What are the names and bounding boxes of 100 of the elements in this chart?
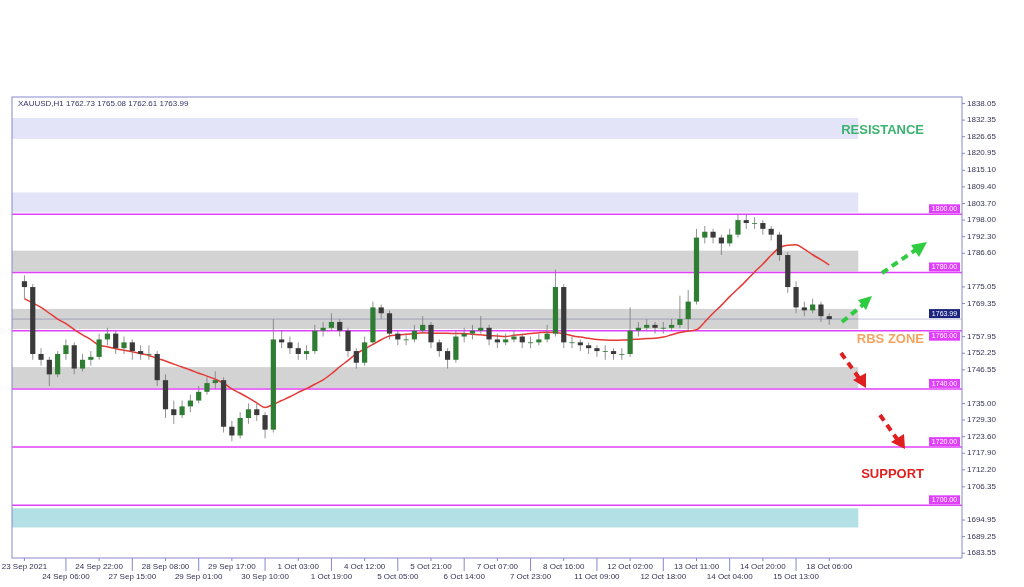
candlestick	[478, 315, 484, 335]
candlestick	[386, 309, 393, 340]
candlestick	[21, 275, 28, 300]
candlestick	[353, 347, 359, 369]
x-tick-label: 23 Sep 2021	[1, 562, 48, 571]
candlestick	[577, 339, 583, 352]
candlestick	[527, 336, 534, 349]
candlestick	[751, 216, 758, 230]
candlestick	[179, 400, 185, 419]
y-tick-label: 1792.30	[967, 231, 997, 241]
candlestick	[644, 318, 650, 332]
candlestick	[146, 344, 152, 361]
x-tick-label: 29 Sep 01:00	[174, 572, 224, 581]
y-tick-label: 1683.55	[967, 548, 997, 558]
y-tick-label: 1717.90	[967, 448, 997, 458]
candlestick	[677, 295, 683, 329]
candlestick	[469, 324, 476, 340]
y-tick-label: 1706.35	[967, 481, 997, 491]
candlestick	[279, 330, 285, 349]
candlestick	[262, 411, 268, 439]
candlestick	[602, 344, 608, 361]
candlestick	[826, 312, 832, 326]
y-tick-label: 1826.65	[967, 131, 997, 141]
candlestick	[660, 321, 666, 335]
x-tick-label: 12 Oct 02:00	[607, 562, 654, 571]
candlestick	[303, 344, 310, 361]
x-tick-label: 12 Oct 18:00	[640, 572, 687, 581]
candlestick	[453, 330, 459, 364]
y-tick-label: 1786.60	[967, 248, 997, 258]
candlestick	[320, 321, 326, 337]
y-tick-label: 1832.35	[967, 115, 997, 125]
y-tick-label: 1809.40	[967, 182, 997, 192]
candlestick	[287, 336, 293, 355]
x-tick-label: 27 Sep 15:00	[108, 572, 157, 581]
candlestick	[669, 318, 675, 332]
text: RESISTANCE	[841, 122, 925, 138]
candlestick	[793, 280, 799, 314]
candlestick	[652, 321, 658, 335]
candlestick	[776, 231, 783, 262]
x-tick-label: 4 Oct 12:00	[343, 562, 386, 571]
candlestick	[818, 301, 824, 323]
candlestick	[138, 344, 144, 361]
candlestick	[55, 350, 61, 378]
x-tick-label: 5 Oct 21:00	[410, 562, 453, 571]
y-tick-label: 1746.55	[967, 364, 997, 374]
candlestick	[494, 333, 500, 349]
x-tick-label: 1 Oct 19:00	[310, 572, 353, 581]
y-tick-label: 1694.95	[967, 515, 997, 525]
candlestick	[88, 350, 94, 367]
x-tick-label: 29 Sep 17:00	[208, 562, 257, 571]
y-tick-label: 1769.35	[967, 298, 997, 308]
y-tick-label: 1838.05	[967, 98, 997, 108]
x-tick-label: 28 Sep 08:00	[141, 562, 190, 571]
candlestick	[121, 336, 127, 355]
annotation: XAUUSD,H1 1762.73 1765.08 1762.61 1763.99	[18, 99, 189, 108]
candlestick	[362, 336, 368, 367]
candlestick	[204, 376, 210, 396]
candlestick	[444, 347, 451, 369]
candlestick	[345, 327, 351, 358]
candlestick	[403, 333, 409, 346]
candlestick	[96, 333, 102, 361]
x-tick-label: 1 Oct 03:00	[277, 562, 320, 571]
text: SUPPORT	[861, 466, 925, 482]
x-tick-label: 13 Oct 11:00	[673, 562, 720, 571]
candlestick	[171, 400, 177, 425]
candlestick	[635, 321, 642, 337]
candlestick	[619, 347, 625, 361]
x-tick-label: 14 Oct 20:00	[739, 562, 787, 571]
x-tick-label: 5 Oct 05:00	[377, 572, 420, 581]
candlestick	[743, 213, 749, 230]
y-tick-label: 1798.00	[967, 215, 997, 225]
candlestick	[113, 330, 119, 355]
candlestick	[129, 339, 135, 361]
candlestick	[735, 213, 741, 238]
y-tick-label: 1729.30	[967, 415, 997, 425]
x-tick-label: 24 Sep 22:00	[75, 562, 124, 571]
candlestick	[594, 344, 600, 358]
y-tick-label: 1723.60	[967, 431, 997, 441]
candlestick	[312, 324, 318, 355]
candlestick	[38, 347, 44, 367]
candlestick	[610, 347, 617, 361]
y-tick-label: 1752.25	[967, 348, 997, 358]
x-tick-label: 24 Sep 06:00	[42, 572, 91, 581]
x-tick-label: 11 Oct 09:00	[574, 572, 621, 581]
candlestick	[428, 321, 434, 349]
y-tick-label: 1815.10	[967, 165, 997, 175]
y-tick-label: 1820.95	[967, 148, 997, 158]
candlestick	[245, 403, 252, 425]
candlestick	[627, 307, 633, 358]
y-tick-label: 1735.00	[967, 398, 997, 408]
x-tick-label: 7 Oct 23:00	[509, 572, 552, 581]
y-tick-label: 1712.20	[967, 464, 997, 474]
x-tick-label: 6 Oct 14:00	[443, 572, 486, 581]
candlestick	[461, 327, 467, 343]
candlestick	[685, 289, 691, 332]
y-tick-label: 1803.70	[967, 198, 997, 208]
candlestick	[237, 411, 243, 439]
y-tick-label: 1689.25	[967, 531, 997, 541]
x-tick-label: 30 Sep 10:00	[241, 572, 290, 581]
candlestick	[760, 219, 766, 236]
